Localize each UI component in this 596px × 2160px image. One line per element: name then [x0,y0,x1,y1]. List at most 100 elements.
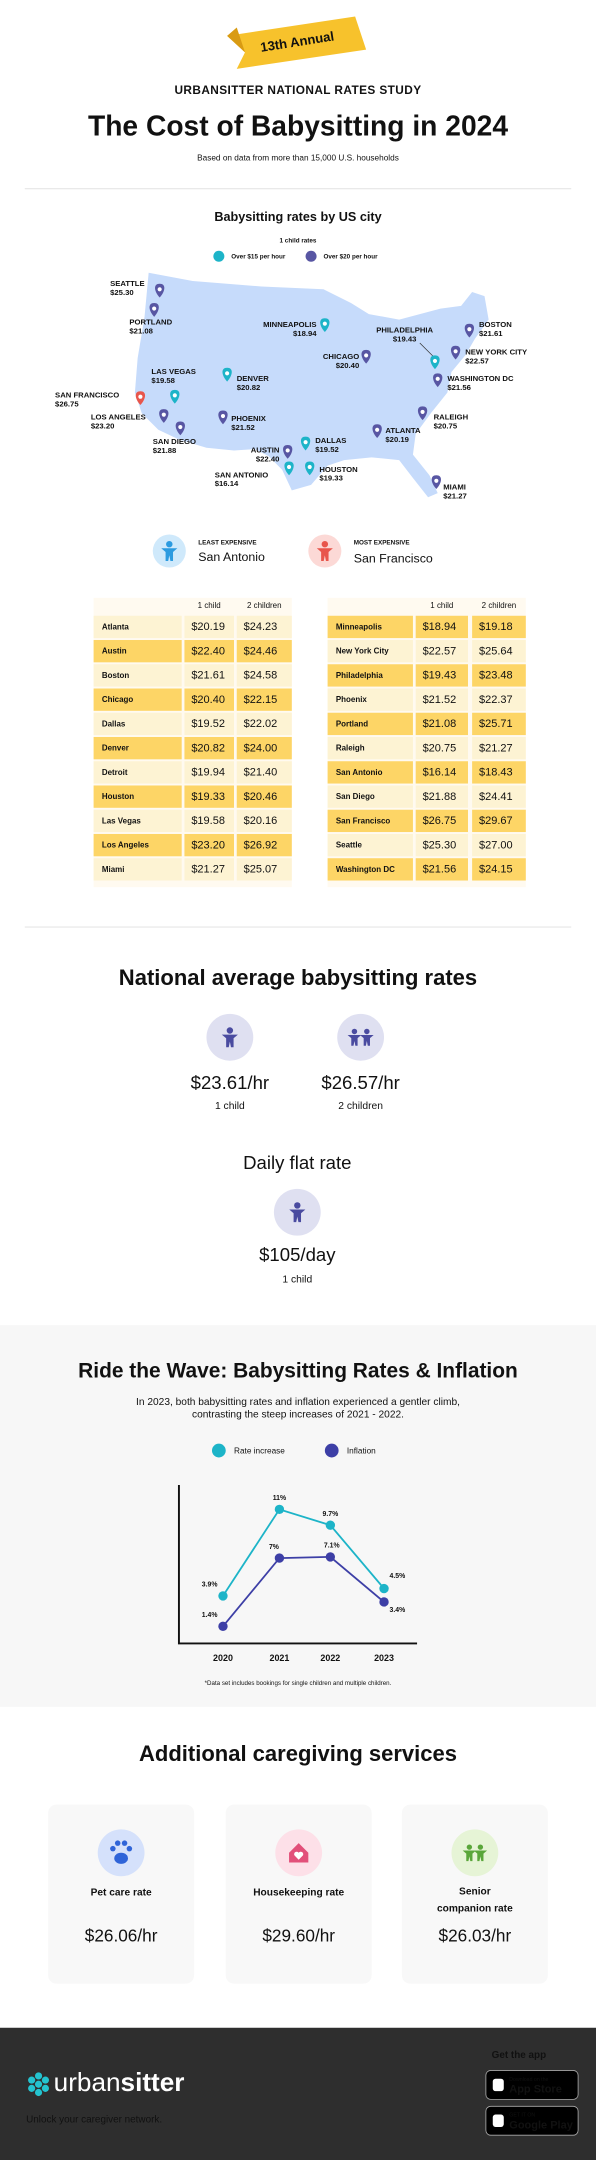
table-city: Seattle [336,841,363,850]
table-city: San Diego [336,792,375,801]
table-cell [93,640,182,663]
table-cell [236,712,292,736]
brand-name: urbansitter [54,2067,185,2097]
axis [177,1485,418,1645]
table-city: Detroit [102,768,128,777]
data-point [218,1621,228,1632]
table-rate: $21.08 [423,718,457,730]
logo-dot [28,2076,36,2084]
table-rate: $19.58 [191,815,225,827]
table-rate: $20.46 [244,791,278,803]
table-city: San Francisco [336,816,391,825]
map-pin-dot [172,393,177,398]
pin-city: RALEIGH [434,412,469,421]
pin-city: DALLAS [315,436,346,445]
table-cell [236,785,292,808]
table-cell [415,640,468,663]
x-tick-label: 2022 [320,1653,340,1663]
table-cell [184,664,234,687]
series-line [222,1508,385,1597]
x-tick-label: 2020 [213,1653,233,1663]
chart-subtitle: contrasting the steep increases of 2021 … [192,1409,404,1420]
column-header: 1 child [430,601,453,610]
data-label: 3.9% [202,1582,218,1589]
table-cell [472,785,526,808]
table-cell [184,809,234,833]
paw-icon [121,1840,128,1846]
table-rate: $23.48 [479,670,513,682]
table-cell [327,785,413,808]
table-cell [236,640,292,663]
table-cell [472,688,526,711]
table-city: Los Angeles [102,841,150,850]
table-rate: $22.15 [244,694,278,706]
badge-logo [492,2078,504,2092]
table-rate: $21.61 [191,670,225,682]
app-title: Get the app [492,2050,546,2061]
data-label: 9.7% [323,1511,339,1518]
table-cell [184,688,234,711]
chart-subtitle: In 2023, both babysitting rates and infl… [136,1397,460,1408]
table-cell [472,712,526,736]
logo-dot [28,2084,36,2092]
rate-value: $26.57/hr [321,1072,399,1093]
data-label: 4.5% [390,1573,406,1580]
table-cell [415,809,468,833]
map-pin-dot [307,464,312,470]
table-rate: $23.20 [191,839,225,851]
brand-part: sitter [121,2067,185,2097]
table-cell [327,712,413,736]
heart-icon [294,1851,304,1860]
table-cell [93,615,182,639]
map-pin-dot [157,287,162,292]
paw-icon [110,1845,116,1852]
table-cell [327,736,413,760]
table-rate: $20.16 [244,815,278,827]
pin-city: CHICAGO [323,352,359,361]
map-pin-dot [220,413,226,419]
map-pin-dot [420,409,425,414]
service-label: Pet care rate [91,1887,152,1898]
table-cell [236,615,292,639]
subsection-title: Daily flat rate [243,1152,351,1173]
data-label: 1.4% [202,1612,218,1619]
table-cell [415,736,468,760]
service-card [401,1804,548,1984]
table-rate: $21.52 [423,694,457,706]
pin-rate: $18.94 [293,329,317,338]
badge-small: Download on the [509,2077,548,2083]
map-pin-dot [453,349,458,354]
table-cell [236,833,292,857]
table-city: San Antonio [336,768,383,777]
pin-rate: $22.40 [256,454,280,463]
pin-city: LOS ANGELES [91,412,146,421]
table-cell [415,858,468,881]
service-card [48,1804,195,1984]
badge-big: App Store [509,2084,562,2096]
badge-small: GET IT ON [509,2113,535,2119]
map-pin-dot [225,371,230,376]
rate-value: $23.61/hr [191,1072,269,1093]
table-rate: $21.40 [244,767,278,779]
map-pin-dot [434,478,439,483]
data-point [274,1504,285,1515]
pin-city: WASHINGTON DC [447,374,514,383]
table-cell [93,664,182,687]
data-point [325,1552,336,1562]
data-point [274,1553,285,1563]
map-pin-dot [161,412,166,417]
table-rate: $21.88 [423,791,457,803]
service-label: Senior [459,1887,491,1898]
map-pin-dot [138,394,143,399]
pin-city: LAS VEGAS [151,367,195,376]
table-cell [93,809,182,833]
table-city: Houston [102,792,134,801]
table-cell [327,858,413,881]
pin-rate: $20.40 [336,361,360,370]
table-cell [415,785,468,808]
